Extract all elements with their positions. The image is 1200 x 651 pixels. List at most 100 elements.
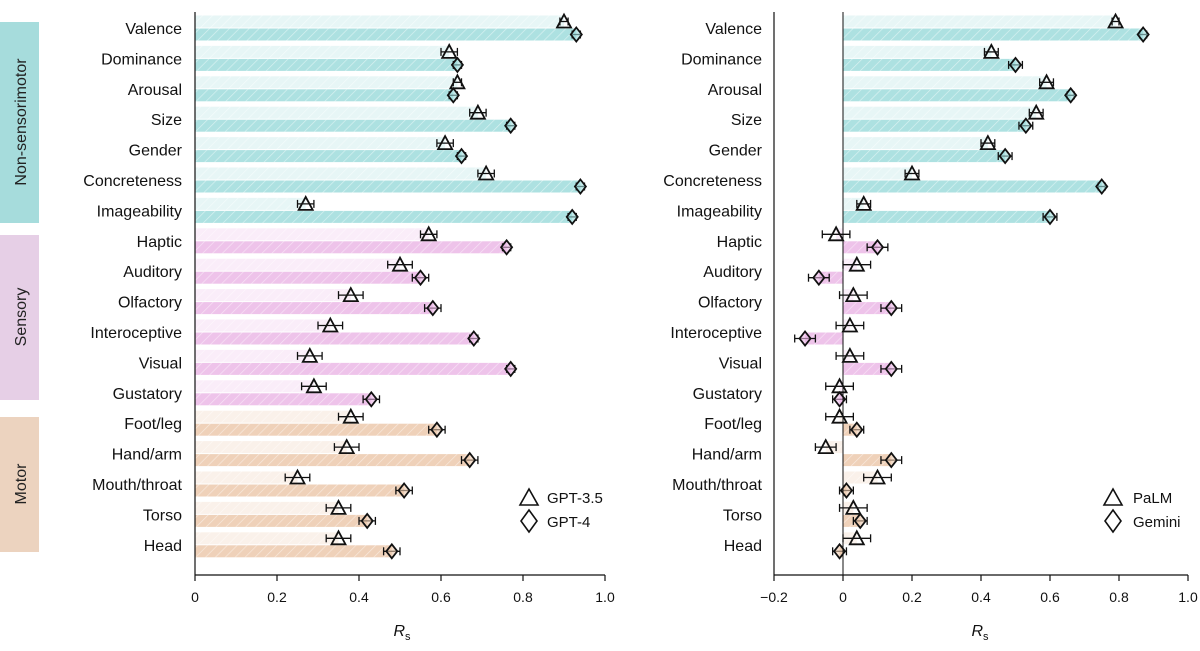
category-label-valence: Valence [705, 21, 762, 38]
marker-gemini-visual [884, 360, 898, 378]
bar-hatch-gemini-visual [843, 362, 892, 375]
marker-gpt4-size [504, 117, 518, 135]
marker-gpt4-dominance [450, 56, 465, 74]
bar-hatch-gpt35-imageability [195, 197, 306, 210]
marker-gpt4-hand-arm [463, 451, 477, 469]
marker-gpt35-gustatory [305, 377, 323, 394]
marker-gpt35-olfactory [342, 286, 360, 303]
legend-triangle-icon [518, 487, 540, 506]
marker-gpt4-haptic [499, 238, 514, 256]
category-label-size: Size [151, 112, 182, 129]
bar-hatch-gpt35-torso [195, 501, 339, 514]
category-label-mouth-throat: Mouth/throat [672, 477, 762, 494]
category-label-haptic: Haptic [137, 234, 182, 251]
bar-hatch-gpt35-foot-leg [195, 410, 351, 423]
bar-hatch-gemini-olfactory [843, 302, 892, 315]
legend-triangle-icon [1102, 487, 1124, 506]
category-label-concreteness: Concreteness [83, 173, 182, 190]
marker-gemini-olfactory [884, 299, 898, 317]
category-label-gustatory: Gustatory [113, 386, 182, 403]
left-x-axis: 0 0.2 0.4 0.6 0.8 1.0 [191, 12, 615, 605]
category-label-mouth-throat: Mouth/throat [92, 477, 182, 494]
category-label-gender: Gender [129, 143, 183, 160]
marker-palm-size [1027, 103, 1045, 120]
bar-hatch-gpt4-olfactory [195, 302, 433, 315]
x-tick-label: −0.2 [760, 589, 788, 605]
x-tick-label: 0.8 [1109, 589, 1129, 605]
marker-gemini-arousal [1064, 86, 1078, 104]
bar-hatch-gpt4-visual [195, 362, 511, 375]
marker-palm-olfactory [844, 286, 862, 303]
marker-gpt4-head [385, 542, 399, 560]
bar-hatch-gpt35-hand-arm [195, 441, 347, 454]
category-label-dominance: Dominance [681, 51, 762, 68]
marker-gpt4-foot-leg [430, 421, 444, 439]
category-label-auditory: Auditory [703, 264, 762, 281]
bar-hatch-gpt35-haptic [195, 228, 429, 241]
bar-hatch-gpt4-valence [195, 28, 577, 41]
marker-gemini-haptic [870, 238, 885, 256]
category-label-head: Head [144, 538, 182, 555]
bar-hatch-gpt4-haptic [195, 241, 507, 254]
category-label-haptic: Haptic [717, 234, 762, 251]
marker-palm-haptic [827, 225, 845, 242]
left-bars [195, 15, 581, 558]
marker-gpt4-visual [504, 360, 518, 378]
category-label-torso: Torso [723, 507, 762, 524]
category-label-olfactory: Olfactory [698, 295, 762, 312]
bar-hatch-gpt4-arousal [195, 89, 454, 102]
bar-hatch-gemini-arousal [843, 89, 1071, 102]
bar-hatch-gemini-torso [843, 514, 861, 527]
category-label-torso: Torso [143, 507, 182, 524]
marker-gpt4-auditory [413, 269, 428, 287]
category-label-dominance: Dominance [101, 51, 182, 68]
x-tick-label: 0 [839, 589, 847, 605]
x-tick-label: 0.4 [971, 589, 991, 605]
bar-hatch-gemini-size [843, 119, 1026, 132]
legend-label-palm: PaLM [1133, 490, 1172, 507]
marker-palm-arousal [1038, 73, 1056, 90]
marker-gemini-gender [998, 147, 1012, 165]
category-label-foot-leg: Foot/leg [704, 416, 762, 433]
right-axis-title: Rs [971, 623, 989, 643]
bar-hatch-palm-valence [843, 15, 1116, 28]
x-tick-label: 0.2 [902, 589, 922, 605]
category-label-hand-arm: Hand/arm [692, 447, 762, 464]
category-label-gustatory: Gustatory [693, 386, 762, 403]
band-sensory [0, 235, 39, 400]
legend-label-gpt35: GPT-3.5 [547, 490, 603, 507]
marker-gpt4-gender [454, 147, 469, 165]
bar-hatch-gpt4-hand-arm [195, 454, 470, 467]
legend-label-gpt4: GPT-4 [547, 514, 590, 531]
bar-hatch-palm-arousal [843, 76, 1047, 89]
category-label-imageability: Imageability [97, 203, 182, 220]
category-label-interoceptive: Interoceptive [670, 325, 762, 342]
bar-hatch-gpt4-gender [195, 150, 462, 163]
marker-gpt4-gustatory [364, 390, 378, 408]
right-legend: PaLM Gemini [1102, 487, 1181, 534]
bar-hatch-gpt35-concreteness [195, 167, 487, 180]
marker-palm-valence [1107, 12, 1125, 29]
band-non-sensorimotor [0, 22, 39, 223]
bar-hatch-gpt35-interoceptive [195, 319, 331, 332]
left-markers [284, 12, 588, 560]
left-category-labels: Valence Dominance Arousal Size Gender Concret… [83, 21, 182, 555]
band-label-motor: Motor [13, 463, 30, 505]
marker-gpt35-interoceptive [321, 316, 339, 333]
bar-hatch-gemini-gender [843, 150, 1006, 163]
bar-hatch-palm-dominance [843, 45, 992, 58]
bar-hatch-palm-gender [843, 137, 988, 150]
marker-gemini-auditory [812, 269, 826, 287]
bar-hatch-gpt4-dominance [195, 58, 458, 71]
bar-hatch-gpt4-size [195, 119, 511, 132]
category-label-size: Size [731, 112, 762, 129]
bar-hatch-gpt35-gender [195, 137, 446, 150]
band-label-sensory: Sensory [13, 288, 30, 347]
band-label-non-sensorimotor: Non-sensorimotor [13, 58, 30, 186]
right-category-labels: Valence Dominance Arousal Size Gender Concret… [663, 21, 762, 555]
marker-gpt4-imageability [565, 208, 579, 226]
marker-gpt35-hand-arm [338, 438, 356, 455]
category-label-interoceptive: Interoceptive [90, 325, 182, 342]
bar-hatch-gpt35-visual [195, 349, 310, 362]
marker-gpt35-concreteness [477, 164, 495, 181]
